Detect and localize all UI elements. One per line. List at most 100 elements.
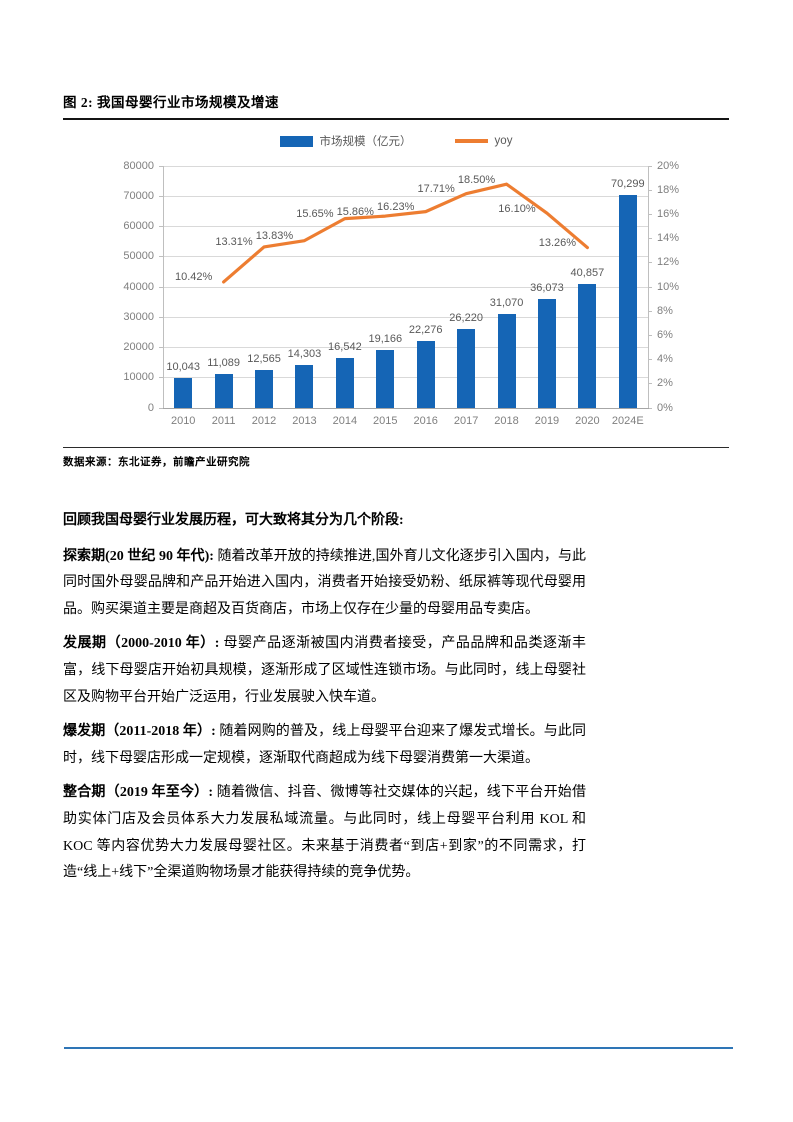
left-axis-tick: [159, 165, 163, 167]
bar: [376, 350, 395, 408]
yoy-value-label: 17.71%: [417, 183, 455, 196]
x-axis-label: 2017: [453, 415, 479, 427]
x-axis-label: 2020: [575, 415, 600, 427]
yoy-value-label: 16.10%: [498, 202, 536, 215]
grid-line: [163, 316, 648, 318]
bar: [335, 357, 354, 408]
stage-paragraph-development: 发展期（2000-2010 年）: 母婴产品逐渐被国内消费者接受，产品品牌和品类…: [63, 631, 586, 711]
left-axis-tick-label: 50000: [123, 250, 154, 263]
bar: [295, 364, 314, 408]
bar: [214, 374, 233, 408]
bar-value-label: 36,073: [530, 281, 564, 294]
left-axis-tick: [159, 195, 163, 197]
bar-value-label: 16,542: [328, 340, 362, 353]
right-axis-line: [648, 166, 649, 408]
right-axis-tick-label: 16%: [657, 207, 680, 220]
bar-value-label: 40,857: [570, 267, 605, 280]
x-axis-label: 2013: [292, 415, 317, 427]
bar: [497, 314, 516, 408]
yoy-value-label: 13.31%: [215, 236, 253, 249]
data-source: 数据来源：东北证券，前瞻产业研究院: [63, 457, 250, 468]
grid-line: [163, 195, 648, 197]
yoy-value-label: 10.42%: [174, 271, 213, 284]
bar-series-label: 市场规模（亿元）: [319, 136, 412, 148]
grid-line: [163, 256, 648, 258]
bar-value-label: 10,043: [166, 360, 201, 373]
x-axis-label: 2014: [332, 415, 358, 427]
right-axis-tick: [648, 189, 652, 191]
left-axis-tick: [159, 347, 163, 348]
left-axis-tick: [159, 226, 163, 227]
stage-body: 母婴产品逐渐被国内消费者接受，产品品牌和品类逐渐丰富，线下母婴店开始初具规模，逐…: [63, 636, 587, 705]
x-axis-line: [163, 408, 649, 409]
stage-lead: 探索期(20 世纪 90 年代):: [63, 548, 214, 564]
bar-value-label: 11,089: [207, 357, 241, 370]
stage-body: 随着改革开放的持续推进,国外育儿文化逐步引入国内，与此同时国外母婴品牌和产品开始…: [63, 548, 587, 617]
right-axis-tick: [648, 165, 652, 167]
stage-lead: 爆发期（2011-2018 年）:: [63, 724, 216, 740]
bar-value-label: 22,276: [408, 323, 443, 336]
stage-paragraph-integration: 整合期（2019 年至今）: 随着微信、抖音、微博等社交媒体的兴起，线下平台开始…: [63, 780, 586, 886]
stage-body: 随着微信、抖音、微博等社交媒体的兴起，线下平台开始借助实体门店及会员体系大力发展…: [63, 785, 586, 881]
left-axis-tick: [159, 256, 163, 258]
left-axis-tick: [159, 316, 163, 318]
left-axis-tick-label: 60000: [123, 220, 154, 232]
right-axis-tick: [648, 359, 652, 361]
line-series-label: yoy: [494, 135, 513, 147]
x-axis-label: 2018: [494, 415, 519, 427]
left-axis-tick-label: 10000: [123, 371, 154, 384]
bar-series-swatch: [279, 135, 313, 147]
right-axis-tick-label: 12%: [657, 256, 680, 269]
x-axis-label: 2016: [413, 415, 438, 427]
yoy-value-label: 18.50%: [457, 173, 496, 186]
bar: [174, 377, 193, 408]
left-axis-line: [163, 166, 164, 408]
right-axis-tick: [648, 334, 652, 336]
stage-body: 随着网购的普及，线上母婴平台迎来了爆发式增长。与此同时，线下母婴店形成一定规模，…: [63, 724, 586, 766]
right-axis-tick-label: 0%: [657, 401, 673, 414]
figure-title: 图 2: 我国母婴行业市场规模及增速: [63, 94, 729, 120]
yoy-value-label: 16.23%: [377, 201, 415, 214]
stage-lead: 整合期（2019 年至今）:: [63, 785, 214, 801]
bar-value-label: 26,220: [449, 311, 483, 324]
bar-value-label: 14,303: [287, 347, 322, 360]
right-axis-tick: [648, 213, 652, 215]
right-axis-tick-label: 8%: [657, 304, 673, 317]
x-axis-label: 2024E: [611, 415, 644, 427]
right-axis-tick-label: 14%: [657, 232, 680, 245]
section-heading: 回顾我国母婴行业发展历程，可大致将其分为几个阶段:: [63, 513, 404, 528]
yoy-value-label: 13.26%: [538, 237, 577, 250]
stage-paragraph-explosion: 爆发期（2011-2018 年）: 随着网购的普及，线上母婴平台迎来了爆发式增长…: [63, 719, 586, 772]
bar-value-label: 31,070: [489, 297, 524, 309]
left-axis-tick-label: 0: [147, 401, 154, 414]
grid-line: [163, 377, 648, 379]
x-axis-label: 2010: [170, 415, 196, 427]
yoy-value-label: 15.65%: [296, 208, 334, 221]
right-axis-tick: [648, 262, 652, 264]
stage-lead: 发展期（2000-2010 年）:: [63, 636, 220, 652]
bar-value-label: 70,299: [610, 178, 645, 191]
plot-area: 0 10000 20000 30000 40000 50000 60000 70000 8000…: [63, 120, 729, 447]
right-axis-tick: [648, 407, 652, 409]
right-axis-tick: [648, 286, 652, 288]
left-axis-tick-label: 70000: [123, 189, 154, 202]
left-axis-tick-label: 30000: [123, 310, 154, 323]
right-axis-tick-label: 10%: [657, 280, 680, 293]
right-axis-tick-label: 20%: [657, 159, 680, 172]
bar: [457, 328, 476, 408]
x-axis-label: 2015: [373, 415, 398, 427]
right-axis-tick-label: 6%: [657, 328, 673, 341]
yoy-line: [222, 182, 589, 284]
yoy-value-label: 15.86%: [336, 205, 374, 218]
left-axis-tick: [159, 377, 163, 379]
bar: [537, 298, 556, 408]
bar: [255, 369, 274, 408]
bar-value-label: 12,565: [247, 352, 281, 365]
right-axis-tick-label: 2%: [657, 377, 673, 390]
right-axis-tick: [648, 310, 652, 312]
grid-line: [163, 347, 648, 348]
grid-line: [163, 286, 648, 288]
left-axis-tick: [159, 407, 163, 409]
line-series-swatch: [454, 139, 488, 143]
left-axis-tick: [159, 286, 163, 288]
